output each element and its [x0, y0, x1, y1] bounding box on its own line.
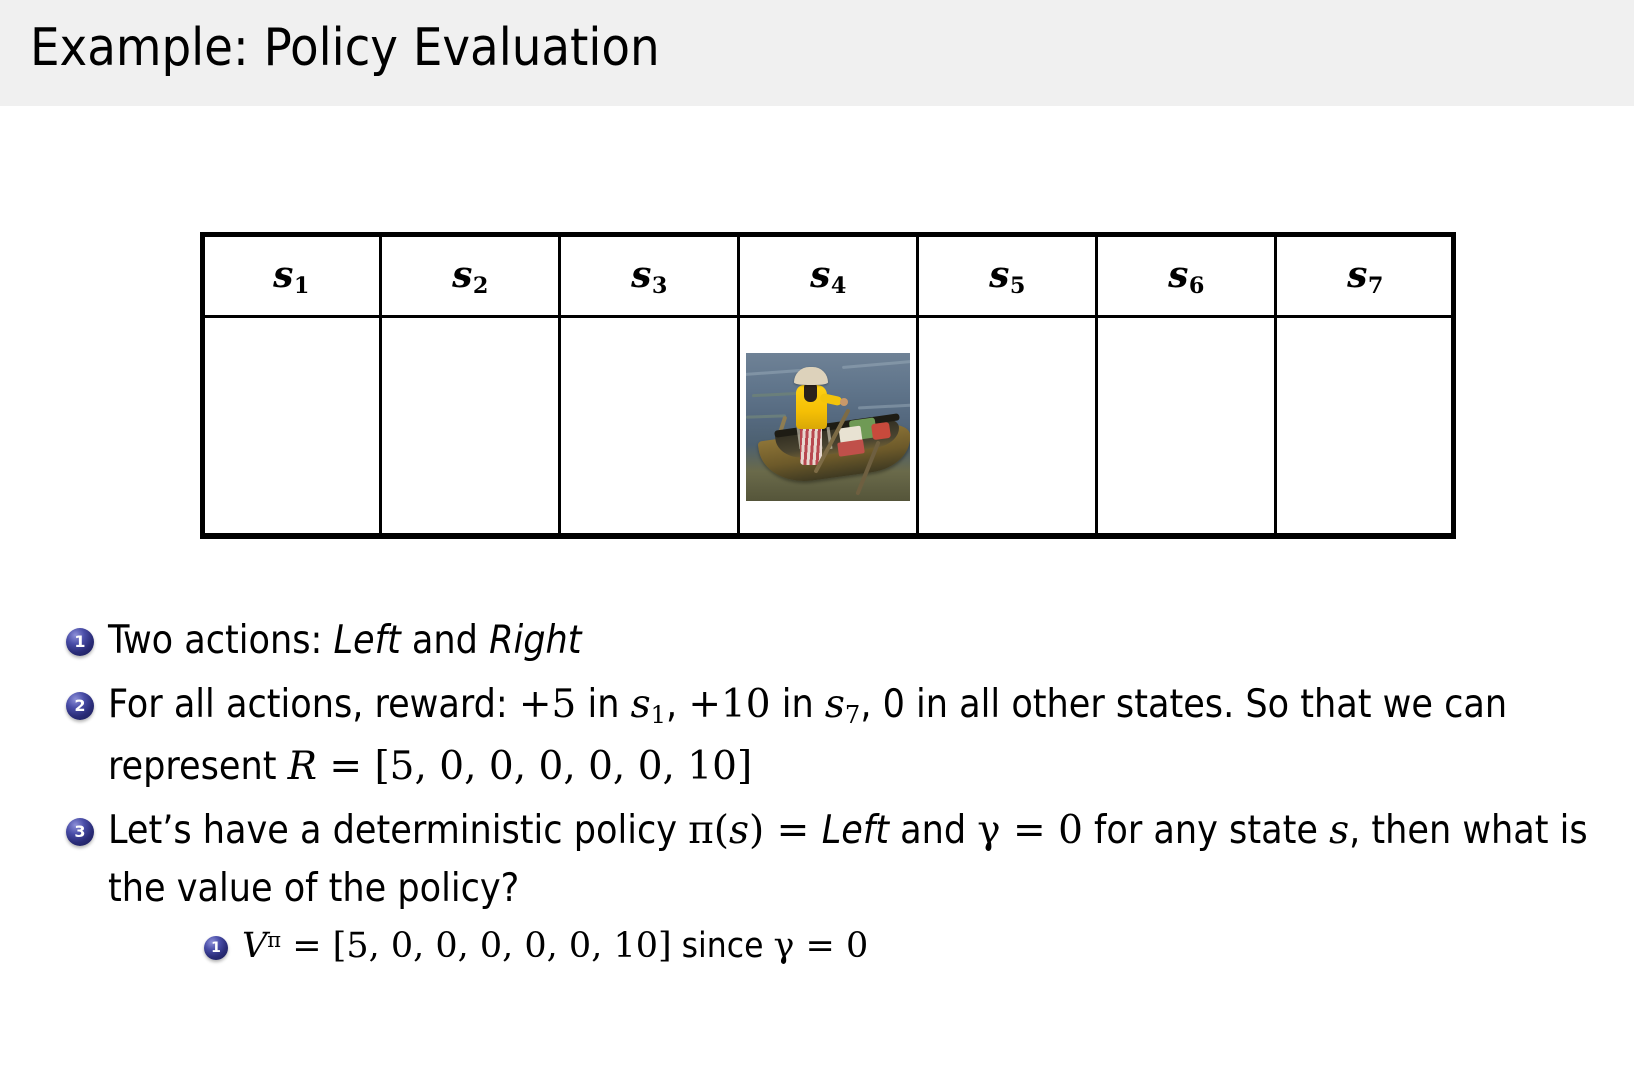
state-label-s2: s2 — [452, 254, 489, 300]
bullet2-comma-1: , — [666, 682, 689, 727]
bullet2-reward-s1-value: +5 — [518, 682, 577, 727]
sub1-gamma-equals: = — [794, 926, 846, 966]
sub1-V-pi-symbol: Vπ — [242, 926, 282, 966]
conical-hat-icon — [794, 367, 828, 385]
state-header-cell-s6: s6 — [1095, 232, 1277, 318]
list-item-2-text: For all actions, reward: +5 in s1, +10 i… — [108, 676, 1596, 796]
state-header-cell-s7: s7 — [1274, 232, 1456, 318]
bullet2-reward-s7-value: +10 — [688, 682, 771, 727]
bullet-number-badge-1: 1 — [66, 628, 94, 656]
state-label-s3: s3 — [631, 254, 668, 300]
state-header-cell-s1: s1 — [200, 232, 382, 318]
bullet3-lead: Let’s have a deterministic policy — [108, 808, 689, 853]
state-cell-s2 — [379, 315, 561, 539]
bullet1-action-left: Left — [333, 618, 401, 663]
state-label-s1: s1 — [273, 254, 310, 300]
state-cell-s7 — [1274, 315, 1456, 539]
list-item-2: 2 For all actions, reward: +5 in s1, +10… — [66, 676, 1596, 796]
water-ripple — [751, 391, 801, 398]
sub-bullet-list: 1 Vπ = [5, 0, 0, 0, 0, 0, 10] since γ = … — [108, 920, 1596, 976]
sub-list-item-1: 1 Vπ = [5, 0, 0, 0, 0, 0, 10] since γ = … — [204, 920, 1596, 976]
bullet3-pi-term: π(s) — [688, 808, 765, 853]
state-cell-s1 — [200, 315, 382, 539]
state-header-cell-s3: s3 — [558, 232, 740, 318]
sub1-since: since — [671, 926, 774, 966]
bullet-number-badge-2: 2 — [66, 692, 94, 720]
water-ripple — [746, 368, 803, 377]
bullet2-state-s1: s1 — [630, 682, 667, 730]
table-header-row: s1 s2 s3 s4 s5 s6 s7 — [200, 232, 1456, 318]
state-label-s5: s5 — [989, 254, 1026, 300]
state-cell-s6 — [1095, 315, 1277, 539]
water-ripple — [857, 403, 910, 410]
sub1-V-vector: [5, 0, 0, 0, 0, 0, 10] — [332, 926, 672, 966]
slide-header-bar: Example: Policy Evaluation — [0, 0, 1634, 106]
bullet2-equals: = — [316, 744, 375, 789]
rower-hair — [804, 382, 817, 402]
bullet-list: 1 Two actions: Left and Right 2 For all … — [66, 612, 1596, 988]
bullet2-R-symbol: R — [287, 744, 317, 789]
bullet3-gamma-symbol: γ — [977, 808, 1001, 853]
state-cell-s5 — [916, 315, 1098, 539]
list-item-3-text: Let’s have a deterministic policy π(s) =… — [108, 802, 1596, 982]
boat-photo-image — [746, 353, 910, 501]
bullet2-in-1: in — [576, 682, 631, 727]
state-label-s6: s6 — [1168, 254, 1205, 300]
water-ripple — [842, 359, 910, 370]
rower-hand — [840, 398, 848, 406]
page-title: Example: Policy Evaluation — [30, 18, 660, 78]
sub-list-item-1-text: Vπ = [5, 0, 0, 0, 0, 0, 10] since γ = 0 — [242, 920, 1596, 976]
bullet2-R-vector: [5, 0, 0, 0, 0, 0, 10] — [374, 744, 753, 789]
state-grid-table: s1 s2 s3 s4 s5 s6 s7 — [200, 232, 1456, 539]
rower-legs — [800, 427, 822, 465]
bullet1-action-right: Right — [489, 618, 582, 663]
bullet2-state-s7: s7 — [824, 682, 861, 730]
bullet2-line2-lead: that we can represent — [108, 682, 1508, 789]
bullet3-and: and — [888, 808, 978, 853]
bullet2-in-2: in — [770, 682, 825, 727]
bullet3-tail: for any state — [1082, 808, 1318, 853]
bullet3-gamma-value: 0 — [1058, 808, 1083, 853]
bullet3-line2-rest: , then what is the value of the policy? — [108, 808, 1588, 911]
bullet1-part-plain-2: and — [400, 618, 490, 663]
list-item-3: 3 Let’s have a deterministic policy π(s)… — [66, 802, 1596, 982]
sub1-gamma-value: 0 — [845, 926, 869, 966]
boat-cargo — [870, 421, 892, 441]
bullet2-lead: For all actions, reward: — [108, 682, 519, 727]
state-header-cell-s4: s4 — [737, 232, 919, 318]
sub1-gamma-symbol: γ — [773, 926, 795, 966]
list-item-1: 1 Two actions: Left and Right — [66, 612, 1596, 670]
state-label-s7: s7 — [1347, 254, 1384, 300]
state-header-cell-s2: s2 — [379, 232, 561, 318]
water-ripple — [746, 414, 787, 419]
bullet3-equals-1: = — [764, 808, 822, 853]
bullet3-equals-2: = — [1000, 808, 1059, 853]
sub1-equals: = — [281, 926, 333, 966]
list-item-1-text: Two actions: Left and Right — [108, 612, 1596, 670]
bullet3-policy-value: Left — [821, 808, 889, 853]
state-label-s4: s4 — [810, 254, 847, 300]
bullet3-state-s: s — [1329, 808, 1350, 853]
bullet1-part-plain-1: Two actions: — [108, 618, 334, 663]
table-body-row — [200, 315, 1456, 539]
state-cell-s4-agent — [737, 315, 919, 539]
state-header-cell-s5: s5 — [916, 232, 1098, 318]
bullet-number-badge-3: 3 — [66, 818, 94, 846]
bullet2-tail: , 0 in all other states. So — [860, 682, 1290, 727]
state-cell-s3 — [558, 315, 740, 539]
sub-bullet-number-badge-1: 1 — [204, 936, 228, 960]
